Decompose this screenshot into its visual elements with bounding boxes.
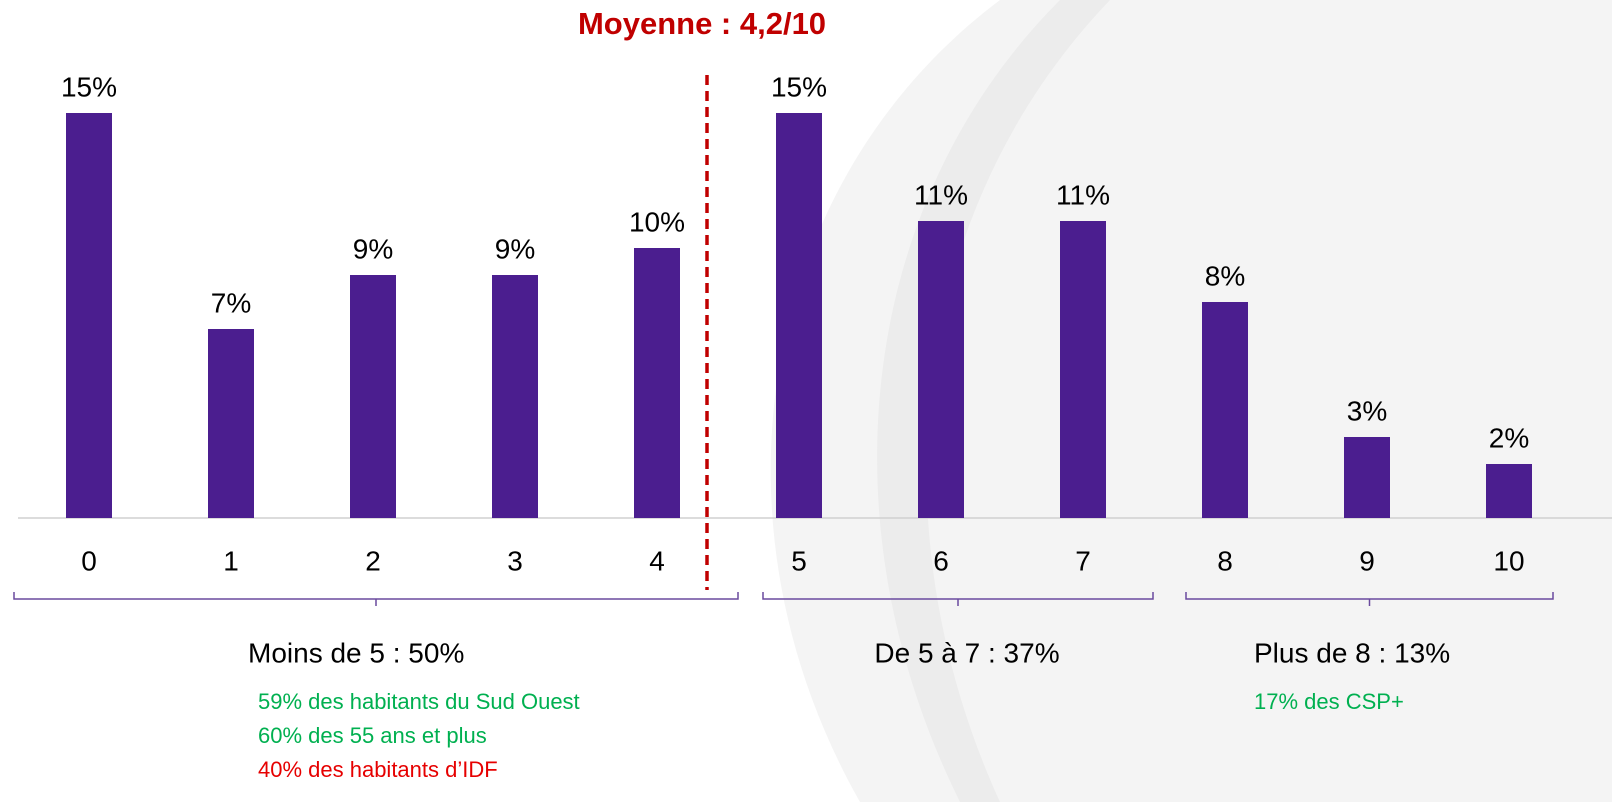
value-label: 7% bbox=[211, 287, 251, 318]
group-note: 60% des 55 ans et plus bbox=[258, 723, 487, 748]
group-note: 17% des CSP+ bbox=[1254, 689, 1404, 714]
bar bbox=[1060, 221, 1106, 518]
bar bbox=[1486, 464, 1532, 518]
bar bbox=[208, 329, 254, 518]
x-tick-label: 5 bbox=[791, 545, 807, 576]
bar bbox=[1344, 437, 1390, 518]
value-label: 15% bbox=[61, 71, 117, 102]
x-tick-label: 10 bbox=[1493, 545, 1524, 576]
value-label: 10% bbox=[629, 206, 685, 237]
group-label: Plus de 8 : 13% bbox=[1254, 637, 1450, 668]
group-bracket bbox=[1185, 592, 1554, 606]
bar bbox=[350, 275, 396, 518]
x-tick-label: 8 bbox=[1217, 545, 1233, 576]
group-note: 59% des habitants du Sud Ouest bbox=[258, 689, 580, 714]
value-label: 2% bbox=[1489, 422, 1529, 453]
x-tick-label: 1 bbox=[223, 545, 239, 576]
value-label: 9% bbox=[495, 233, 535, 264]
value-label: 3% bbox=[1347, 395, 1387, 426]
x-tick-label: 4 bbox=[649, 545, 665, 576]
x-tick-label: 9 bbox=[1359, 545, 1375, 576]
background-swoosh bbox=[877, 0, 1110, 802]
value-label: 9% bbox=[353, 233, 393, 264]
group-bracket bbox=[762, 592, 1154, 606]
chart-title: Moyenne : 4,2/10 bbox=[578, 6, 826, 41]
x-tick-label: 0 bbox=[81, 545, 97, 576]
group-note: 40% des habitants d’IDF bbox=[258, 757, 498, 782]
x-tick-label: 7 bbox=[1075, 545, 1091, 576]
bar bbox=[66, 113, 112, 518]
value-label: 15% bbox=[771, 71, 827, 102]
group-label: Moins de 5 : 50% bbox=[248, 637, 464, 668]
bar bbox=[1202, 302, 1248, 518]
group-bracket bbox=[13, 592, 739, 606]
group-label: De 5 à 7 : 37% bbox=[874, 637, 1059, 668]
x-tick-label: 3 bbox=[507, 545, 523, 576]
value-label: 11% bbox=[914, 179, 968, 210]
x-tick-label: 6 bbox=[933, 545, 949, 576]
value-label: 11% bbox=[1056, 179, 1110, 210]
x-tick-label: 2 bbox=[365, 545, 381, 576]
bar bbox=[918, 221, 964, 518]
bar bbox=[776, 113, 822, 518]
value-label: 8% bbox=[1205, 260, 1245, 291]
bar bbox=[492, 275, 538, 518]
background-swoosh bbox=[770, 0, 1612, 802]
bar bbox=[634, 248, 680, 518]
